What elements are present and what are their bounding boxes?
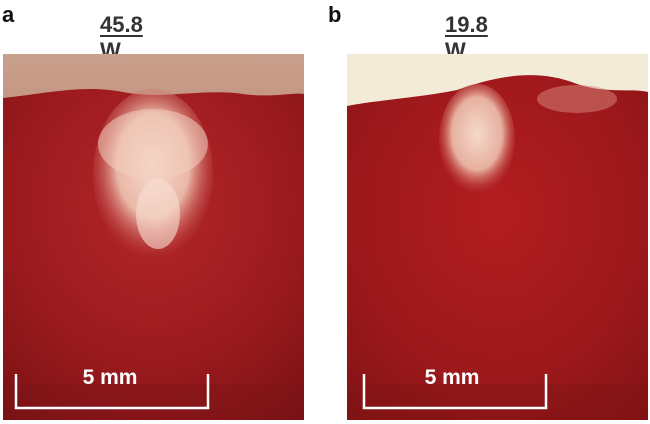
panel-b-scale-bar — [362, 374, 548, 410]
panel-b-scale-label: 5 mm — [424, 366, 480, 389]
panel-b-tissue-photo — [347, 54, 648, 420]
panel-a-scale-bar — [14, 374, 210, 410]
panel-a-tissue-photo — [3, 54, 304, 420]
panel-a-letter: a — [2, 2, 15, 27]
panel-a-scale-label: 5 mm — [82, 366, 138, 389]
panel-b-letter: b — [328, 2, 342, 27]
